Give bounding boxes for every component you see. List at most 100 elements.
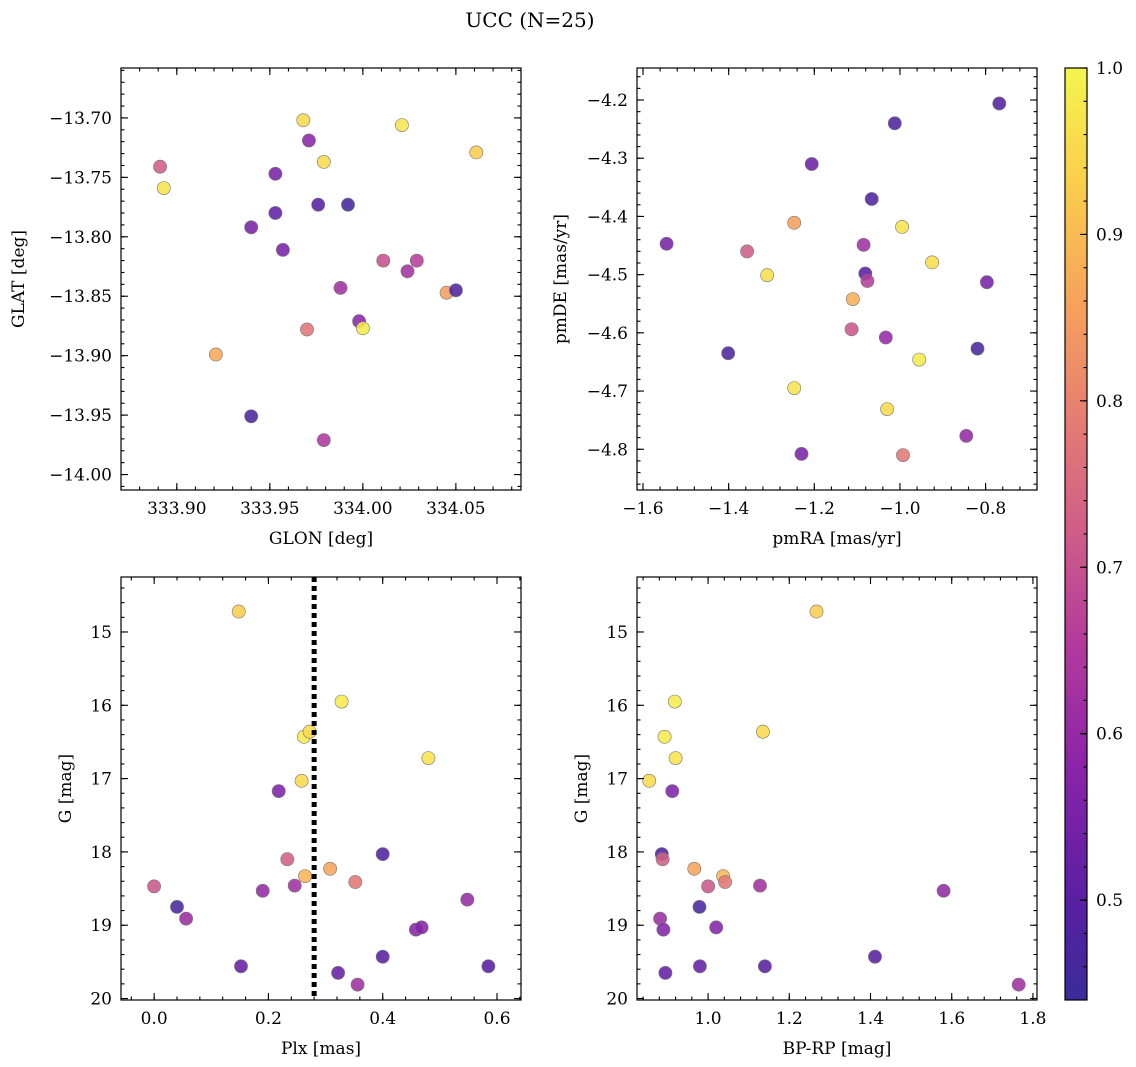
y-tick-label: −13.90 [49, 347, 112, 367]
data-point [271, 784, 286, 798]
data-point [147, 879, 161, 894]
y-axis-label: G [mag] [56, 754, 76, 823]
ticks [120, 68, 521, 490]
data-point [316, 433, 331, 447]
data-point [234, 959, 248, 974]
colorbar: 0.5 0.6 0.7 0.8 0.9 1.0 [1064, 59, 1123, 1001]
x-tick-label: 1.2 [776, 1009, 803, 1029]
y-tick-label: −13.95 [49, 406, 112, 426]
y-axis-label: pmDE [mas/yr] [551, 214, 571, 344]
y-tick-label: 15 [606, 623, 628, 643]
x-tick-label: −1.4 [708, 499, 749, 519]
x-tick-label: 1.4 [857, 1009, 884, 1029]
data-point [153, 159, 167, 174]
data-point [1011, 977, 1026, 992]
data-point [787, 215, 802, 230]
data-point [376, 253, 391, 268]
data-point [856, 237, 871, 252]
data-point [709, 920, 724, 935]
data-point [740, 244, 754, 259]
data-point [208, 347, 223, 362]
data-point [481, 959, 496, 974]
data-point [657, 729, 672, 744]
y-tick-label: −14.00 [49, 466, 112, 486]
data-point [268, 206, 283, 220]
data-point [878, 330, 893, 345]
panel-top-right: −1.6 −1.4 −1.2 −1.0 −0.8 −4.2 −4.3 −4.4 −4.5 −4.6… [551, 67, 1038, 549]
data-point [860, 274, 875, 288]
x-tick-label: 334.00 [333, 499, 392, 519]
y-tick-label: −4.6 [587, 324, 628, 344]
y-tick-label: 20 [606, 990, 628, 1010]
y-tick-label: −4.4 [587, 207, 628, 227]
data-point [895, 219, 909, 234]
ticks [637, 577, 1037, 1000]
data-point [844, 322, 859, 337]
data-point [348, 875, 363, 889]
x-tick-label: 0.4 [369, 1009, 396, 1029]
x-tick-label: −0.8 [965, 499, 1006, 519]
data-point [323, 861, 337, 876]
data-point [642, 773, 657, 788]
data-point [665, 784, 680, 798]
data-point [334, 694, 349, 709]
x-axis-label: pmRA [mas/yr] [772, 529, 901, 549]
y-tick-label: 15 [90, 623, 112, 643]
x-tick-label: 0.2 [255, 1009, 282, 1029]
data-point [758, 959, 772, 974]
data-point [333, 280, 348, 295]
data-point [280, 852, 295, 867]
data-point [887, 116, 902, 131]
data-point [868, 949, 882, 964]
data-point [311, 197, 326, 212]
data-point [787, 381, 802, 395]
points [147, 604, 496, 992]
data-point [394, 118, 409, 132]
y-tick-label: −13.70 [49, 109, 112, 129]
figure-title: UCC (N=25) [465, 8, 594, 32]
y-tick-label: 17 [606, 770, 628, 790]
data-point [355, 321, 370, 336]
data-point [341, 197, 355, 212]
data-point [460, 892, 475, 907]
x-tick-label: −1.6 [622, 499, 663, 519]
data-point [658, 966, 673, 980]
data-point [925, 255, 939, 270]
data-point [400, 264, 415, 279]
y-tick-label: −13.80 [49, 228, 112, 248]
y-tick-label: 16 [90, 696, 112, 716]
axes-frame [120, 576, 522, 1001]
data-point [655, 852, 670, 867]
colorbar-tick-label: 0.8 [1096, 392, 1123, 412]
data-point [809, 604, 824, 619]
x-axis-label: BP-RP [mag] [783, 1039, 892, 1059]
x-axis-label: Plx [mas] [281, 1039, 361, 1059]
data-point [701, 879, 715, 894]
data-point [693, 959, 707, 974]
x-tick-label: 1.6 [938, 1009, 965, 1029]
data-point [656, 922, 671, 937]
data-point [880, 402, 894, 416]
y-tick-label: 16 [606, 696, 628, 716]
data-point [980, 275, 994, 290]
colorbar-tick-label: 0.9 [1096, 225, 1123, 245]
y-axis-label: GLAT [deg] [9, 230, 29, 328]
points [153, 113, 484, 447]
data-point [244, 220, 259, 235]
data-point [970, 341, 985, 356]
data-point [936, 883, 951, 898]
data-point [756, 724, 770, 739]
data-point [959, 428, 974, 443]
y-tick-label: 20 [90, 990, 112, 1010]
data-point [375, 847, 390, 861]
y-tick-label: −4.8 [587, 440, 628, 460]
data-point [845, 292, 860, 306]
data-point [421, 751, 436, 765]
data-point [896, 448, 910, 462]
data-point [156, 181, 171, 195]
data-point [287, 878, 302, 893]
colorbar-tick-label: 0.5 [1096, 891, 1123, 911]
y-tick-label: −4.3 [587, 149, 628, 169]
data-point [331, 966, 345, 980]
